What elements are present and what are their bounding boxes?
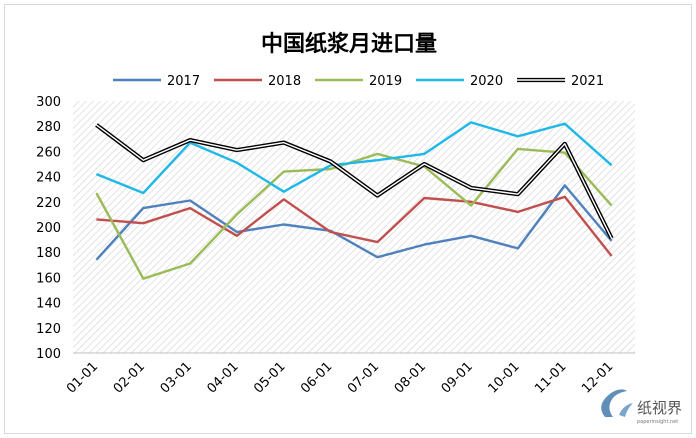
x-tick-label: 05-01: [251, 359, 288, 396]
series-line-2020: [95, 121, 613, 195]
y-tick-label: 180: [36, 246, 61, 261]
y-tick-label: 160: [36, 271, 61, 286]
x-tick-label: 11-01: [532, 359, 569, 396]
watermark-site: paperinsight.net: [637, 419, 678, 425]
x-tick-label: 06-01: [298, 359, 335, 396]
y-tick-label: 120: [36, 322, 61, 337]
chart-frame: 中国纸浆月进口量 2017 2018 2019 2020 2021 100 120 140 1…: [4, 4, 692, 434]
series-line-2019: [95, 147, 613, 280]
series-line-2021: [95, 124, 613, 239]
y-tick-label: 240: [36, 171, 61, 186]
chart-title: 中国纸浆月进口量: [261, 31, 437, 57]
y-tick-label: 100: [36, 347, 61, 362]
series-lines: [95, 121, 614, 280]
x-axis: 01-01 02-01 03-01 04-01 05-01 06-01 07-01 08-01…: [64, 352, 635, 397]
series-line-2018: [96, 195, 613, 257]
legend-label-2021: 2021: [571, 74, 604, 89]
x-tick-label: 01-01: [64, 359, 101, 396]
series-line-2017: [95, 184, 613, 261]
x-tick-label: 10-01: [485, 359, 522, 396]
legend-label-2018: 2018: [268, 74, 301, 89]
legend: 2017 2018 2019 2020 2021: [113, 74, 604, 89]
y-tick-label: 300: [36, 95, 61, 110]
x-tick-label: 08-01: [392, 359, 429, 396]
legend-label-2020: 2020: [470, 74, 503, 89]
legend-label-2017: 2017: [167, 74, 200, 89]
legend-label-2019: 2019: [369, 74, 402, 89]
y-axis: 100 120 140 160 180 200 220 240 260 280 300: [36, 95, 61, 362]
y-tick-label: 280: [36, 120, 61, 135]
y-tick-label: 200: [36, 221, 61, 236]
watermark-logo-text: 纸视界: [637, 399, 682, 417]
line-chart: 中国纸浆月进口量 2017 2018 2019 2020 2021 1001201401…: [36, 31, 682, 425]
x-tick-label: 04-01: [204, 359, 241, 396]
y-tick-label: 220: [36, 196, 61, 211]
y-tick-label: 260: [36, 145, 61, 160]
x-tick-label: 07-01: [345, 359, 382, 396]
plot-area: [73, 101, 635, 353]
y-tick-label: 140: [36, 297, 61, 312]
watermark: 纸视界 paperinsight.net: [601, 389, 682, 425]
x-tick-label: 12-01: [579, 359, 616, 396]
x-tick-label: 02-01: [111, 359, 148, 396]
x-tick-label: 03-01: [158, 359, 195, 396]
x-tick-label: 09-01: [439, 359, 476, 396]
watermark-logo-icon: [601, 389, 633, 417]
